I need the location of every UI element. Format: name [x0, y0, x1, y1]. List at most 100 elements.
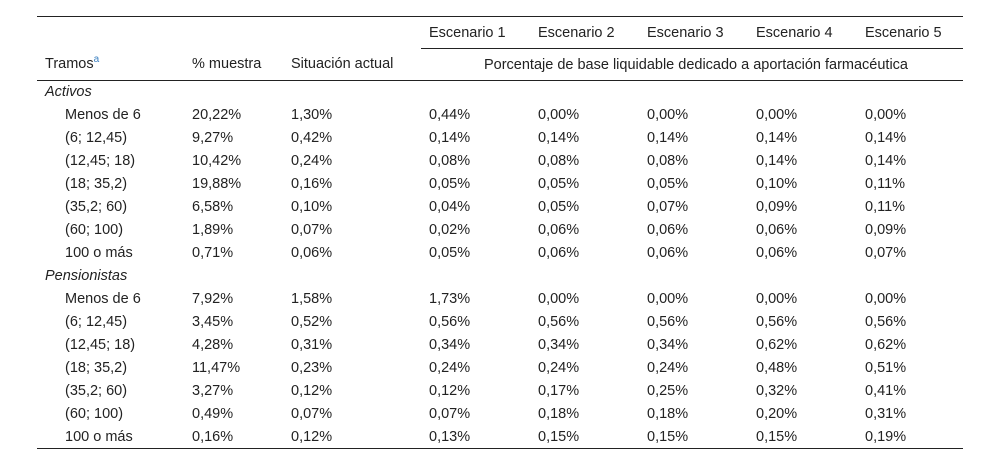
tramo-cell: (35,2; 60)	[65, 199, 128, 215]
group-title: Activos	[45, 84, 92, 101]
actual-cell: 0,42%	[291, 130, 333, 146]
tramo-cell: (60; 100)	[65, 406, 124, 422]
table-row: (18; 35,2) 11,47% 0,23% 0,24% 0,24% 0,24% 0,48…	[37, 357, 963, 380]
group-header-row: Pensionistas	[37, 265, 963, 288]
actual-cell: 0,31%	[291, 337, 333, 353]
table-row: (60; 100) 0,49% 0,07% 0,07% 0,18% 0,18% 0,20% 0…	[37, 403, 963, 426]
group-title: Pensionistas	[45, 268, 128, 284]
scenario-3-cell: 0,06%	[647, 222, 689, 238]
tramo-cell: 100 o más	[65, 245, 133, 261]
actual-cell: 0,52%	[291, 314, 333, 330]
muestra-cell: 11,47%	[192, 360, 241, 376]
table-row: 100 o más 0,16% 0,12% 0,13% 0,15% 0,15% 0,15% 0…	[37, 425, 963, 449]
tramo-cell: (6; 12,45)	[65, 314, 128, 330]
scenario-1-cell: 0,13%	[421, 425, 530, 449]
scenario-2-cell: 0,05%	[538, 199, 580, 215]
scenario-5-cell: 0,11%	[865, 176, 906, 192]
data-table: Escenario 1 Escenario 2 Escenario 3 Esce…	[37, 16, 963, 449]
tramos-header: Tramosa	[37, 48, 184, 81]
scenario-5-cell: 0,51%	[865, 360, 907, 376]
tramo-cell: (12,45; 18)	[65, 153, 136, 169]
scenario-4-cell: 0,10%	[756, 176, 798, 192]
scenario-4-cell: 0,56%	[756, 314, 798, 330]
muestra-cell: 20,22%	[192, 107, 242, 123]
scenario-2-header: Escenario 2	[530, 16, 639, 49]
scenario-1-header: Escenario 1	[421, 16, 530, 49]
scenario-5-cell: 0,14%	[865, 130, 907, 146]
header-row-columns: Tramosa % muestra Situación actual Porce…	[37, 48, 963, 81]
scenario-1-cell: 0,24%	[429, 360, 471, 376]
table-row: Menos de 6 7,92% 1,58% 1,73% 0,00% 0,00% 0,00%…	[37, 288, 963, 311]
scenario-3-cell: 0,18%	[647, 406, 689, 422]
scenario-2-cell: 0,14%	[538, 130, 580, 146]
scenario-5-cell: 0,19%	[857, 425, 963, 449]
scenario-5-cell: 0,31%	[865, 406, 907, 422]
scenario-3-cell: 0,05%	[647, 176, 689, 192]
tramo-cell: (60; 100)	[65, 222, 124, 238]
muestra-cell: 3,27%	[192, 383, 234, 399]
scenario-5-cell: 0,00%	[865, 107, 907, 123]
scenario-1-cell: 0,34%	[429, 337, 471, 353]
scenario-1-cell: 0,04%	[429, 199, 471, 215]
muestra-cell: 0,49%	[192, 406, 234, 422]
scenario-1-cell: 0,07%	[429, 406, 471, 422]
scenario-5-cell: 0,00%	[865, 291, 907, 307]
scenario-2-cell: 0,18%	[538, 406, 580, 422]
scenario-3-cell: 0,25%	[647, 383, 689, 399]
scenario-4-cell: 0,20%	[756, 406, 798, 422]
muestra-header: % muestra	[184, 48, 283, 81]
muestra-cell: 3,45%	[192, 314, 234, 330]
muestra-cell: 19,88%	[192, 176, 242, 192]
scenario-2-cell: 0,15%	[530, 425, 639, 449]
scenario-4-cell: 0,62%	[756, 337, 798, 353]
scenario-4-cell: 0,06%	[756, 245, 798, 261]
scenario-3-cell: 0,06%	[647, 245, 689, 261]
actual-cell: 0,10%	[291, 199, 333, 215]
table-row: (6; 12,45) 3,45% 0,52% 0,56% 0,56% 0,56% 0,56%…	[37, 311, 963, 334]
tramo-cell: 100 o más	[37, 425, 184, 449]
tramos-header-label: Tramos	[45, 56, 94, 73]
scenario-4-cell: 0,09%	[756, 199, 798, 215]
table-row: (12,45; 18) 10,42% 0,24% 0,08% 0,08% 0,08% 0,1…	[37, 150, 963, 173]
scenario-2-cell: 0,00%	[538, 107, 580, 123]
scenario-4-cell: 0,14%	[756, 153, 798, 169]
tramo-cell: (18; 35,2)	[65, 176, 128, 192]
scenario-4-cell: 0,48%	[756, 360, 798, 376]
scenario-4-header: Escenario 4	[748, 16, 857, 49]
tramo-cell: (6; 12,45)	[65, 130, 128, 146]
scenario-3-cell: 0,00%	[647, 107, 689, 123]
actual-cell: 1,58%	[291, 291, 333, 307]
table-row: (60; 100) 1,89% 0,07% 0,02% 0,06% 0,06% 0,06% 0…	[37, 219, 963, 242]
tramo-cell: (35,2; 60)	[65, 383, 128, 399]
muestra-cell: 1,89%	[192, 222, 234, 238]
scenario-3-cell: 0,24%	[647, 360, 689, 376]
muestra-cell: 0,16%	[184, 425, 283, 449]
scenario-1-cell: 0,02%	[429, 222, 471, 238]
muestra-cell: 9,27%	[192, 130, 234, 146]
scenario-4-cell: 0,00%	[756, 291, 798, 307]
actual-cell: 0,12%	[291, 383, 333, 399]
tramo-cell: Menos de 6	[65, 291, 141, 307]
muestra-cell: 7,92%	[192, 291, 234, 307]
scenario-2-cell: 0,05%	[538, 176, 580, 192]
table-row: Menos de 6 20,22% 1,30% 0,44% 0,00% 0,00% 0,00…	[37, 104, 963, 127]
scenario-2-cell: 0,24%	[538, 360, 580, 376]
actual-cell: 0,07%	[291, 406, 333, 422]
scenario-5-cell: 0,56%	[865, 314, 907, 330]
tramo-cell: Menos de 6	[65, 107, 141, 123]
scenario-2-cell: 0,06%	[538, 222, 580, 238]
scenario-2-cell: 0,06%	[538, 245, 580, 261]
tramos-footnote-link[interactable]: a	[93, 54, 100, 66]
scenario-3-header: Escenario 3	[639, 16, 748, 49]
scenario-3-cell: 0,08%	[647, 153, 689, 169]
group-header-row: Activos	[37, 81, 963, 104]
situacion-header: Situación actual	[283, 48, 421, 81]
table-body: Activos Menos de 6 20,22% 1,30% 0,44% 0,00% 0,…	[37, 81, 963, 449]
muestra-cell: 10,42%	[192, 153, 242, 169]
scenario-3-cell: 0,00%	[647, 291, 689, 307]
scenario-1-cell: 0,14%	[429, 130, 471, 146]
actual-cell: 0,07%	[291, 222, 333, 238]
scenario-5-cell: 0,09%	[865, 222, 907, 238]
scenario-3-cell: 0,14%	[647, 130, 689, 146]
scenario-3-cell: 0,56%	[647, 314, 689, 330]
